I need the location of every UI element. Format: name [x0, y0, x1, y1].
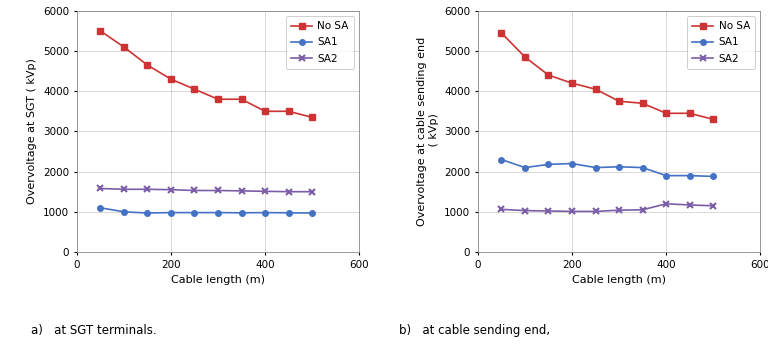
Line: SA2: SA2 [498, 200, 717, 215]
Line: No SA: No SA [498, 30, 716, 122]
SA2 [521, 208, 530, 213]
SA2 [591, 209, 600, 213]
Y-axis label: Overvoltage at SGT ( kVp): Overvoltage at SGT ( kVp) [28, 58, 38, 204]
No SA [661, 111, 670, 116]
X-axis label: Cable length (m): Cable length (m) [572, 275, 666, 285]
No SA [614, 99, 624, 103]
Legend: No SA, SA1, SA2: No SA, SA1, SA2 [286, 16, 354, 69]
SA1 [143, 211, 152, 215]
SA1 [214, 211, 223, 215]
SA2 [661, 202, 670, 206]
No SA [190, 87, 199, 91]
No SA [591, 87, 600, 91]
No SA [96, 29, 105, 33]
SA2 [568, 209, 577, 213]
SA2 [143, 187, 152, 192]
SA1 [709, 174, 718, 179]
No SA [568, 81, 577, 85]
SA2 [284, 189, 293, 194]
SA1 [544, 162, 553, 167]
Text: a)   at SGT terminals.: a) at SGT terminals. [31, 324, 157, 337]
SA2 [497, 207, 506, 212]
Line: SA2: SA2 [97, 185, 316, 195]
SA2 [190, 188, 199, 193]
SA2 [260, 189, 270, 193]
SA2 [638, 208, 647, 212]
SA1 [591, 165, 600, 170]
No SA [521, 55, 530, 59]
SA1 [260, 211, 270, 215]
SA2 [214, 188, 223, 193]
SA1 [307, 211, 316, 215]
SA1 [497, 157, 506, 162]
SA1 [167, 211, 176, 215]
SA1 [568, 161, 577, 166]
SA2 [237, 189, 247, 193]
SA1 [614, 165, 624, 169]
SA1 [638, 165, 647, 170]
Y-axis label: Overvoltage at cable sending end
 ( kVp): Overvoltage at cable sending end ( kVp) [417, 37, 439, 226]
Line: No SA: No SA [98, 28, 315, 120]
Line: SA1: SA1 [498, 157, 716, 179]
SA1 [119, 210, 128, 214]
SA1 [190, 211, 199, 215]
No SA [119, 45, 128, 49]
No SA [497, 31, 506, 35]
SA2 [685, 203, 694, 207]
SA1 [96, 206, 105, 210]
No SA [260, 109, 270, 113]
SA1 [237, 211, 247, 215]
No SA [544, 73, 553, 77]
SA1 [284, 211, 293, 215]
SA2 [709, 204, 718, 208]
Line: SA1: SA1 [98, 205, 315, 216]
No SA [214, 97, 223, 102]
Text: b)   at cable sending end,: b) at cable sending end, [399, 324, 551, 337]
No SA [237, 97, 247, 102]
Legend: No SA, SA1, SA2: No SA, SA1, SA2 [687, 16, 755, 69]
No SA [685, 111, 694, 116]
SA2 [544, 209, 553, 213]
SA2 [119, 187, 128, 192]
SA2 [96, 186, 105, 191]
SA1 [661, 174, 670, 178]
No SA [143, 63, 152, 67]
No SA [709, 117, 718, 121]
No SA [284, 109, 293, 113]
No SA [167, 77, 176, 81]
SA2 [167, 188, 176, 192]
SA1 [685, 174, 694, 178]
X-axis label: Cable length (m): Cable length (m) [171, 275, 265, 285]
SA1 [521, 165, 530, 170]
No SA [307, 115, 316, 120]
SA2 [614, 208, 624, 212]
No SA [638, 101, 647, 105]
SA2 [307, 189, 316, 194]
